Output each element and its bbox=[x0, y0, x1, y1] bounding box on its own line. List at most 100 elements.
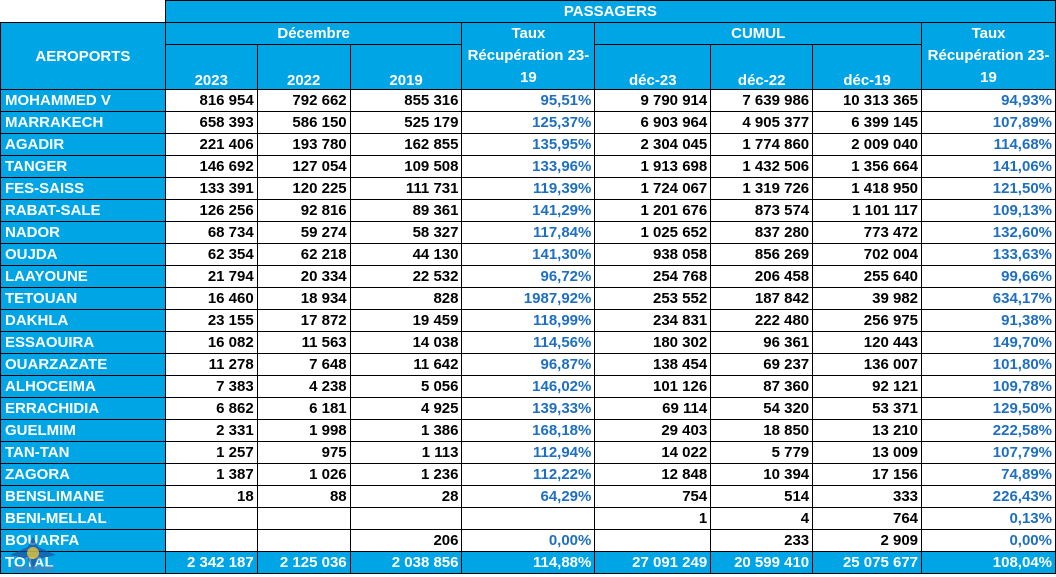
cumul-dec-23-cell: 29 403 bbox=[594, 419, 712, 442]
month-2019-cell: 5 056 bbox=[349, 375, 463, 398]
cumul-rate-cell: 108,04% bbox=[921, 551, 1056, 574]
month-2022-cell: 6 181 bbox=[256, 397, 351, 420]
month-rate-cell: 117,84% bbox=[461, 221, 596, 244]
blank-corner bbox=[0, 0, 166, 23]
cumul-dec-22-cell: 20 599 410 bbox=[710, 551, 814, 574]
cumul-dec-22-cell: 1 432 506 bbox=[710, 155, 814, 178]
month-2023-cell: 2 342 187 bbox=[164, 551, 258, 574]
airport-name: OUJDA bbox=[0, 243, 166, 266]
airport-name: LAAYOUNE bbox=[0, 265, 166, 288]
header-row-2: AEROPORTS Décembre Taux Récupération 23-… bbox=[0, 22, 1056, 90]
cumul-rate-cell: 74,89% bbox=[921, 463, 1056, 486]
cumul-dec-19-cell: 53 371 bbox=[812, 397, 923, 420]
month-rate-cell: 95,51% bbox=[461, 89, 596, 112]
month-2019-cell: 28 bbox=[349, 485, 463, 508]
cumul-dec-23-cell: 6 903 964 bbox=[594, 111, 712, 134]
cumul-dec-23-cell: 254 768 bbox=[594, 265, 712, 288]
cumul-rate-cell: 133,63% bbox=[921, 243, 1056, 266]
month-2023-cell: 1 257 bbox=[164, 441, 258, 464]
airport-name: BENI-MELLAL bbox=[0, 507, 166, 530]
month-group-header: Décembre bbox=[164, 22, 463, 45]
month-rate-cell: 0,00% bbox=[461, 529, 596, 552]
cumul-dec-22-cell: 1 319 726 bbox=[710, 177, 814, 200]
cumul-dec-22-cell: 856 269 bbox=[710, 243, 814, 266]
month-rate-cell: 146,02% bbox=[461, 375, 596, 398]
airport-name: MOHAMMED V bbox=[0, 89, 166, 112]
cumul-dec-22-cell: 54 320 bbox=[710, 397, 814, 420]
cumul-header-dec-22: déc-22 bbox=[710, 44, 814, 90]
airport-name: AGADIR bbox=[0, 133, 166, 156]
cumul-dec-19-cell: 13 009 bbox=[812, 441, 923, 464]
month-2019-cell: 1 386 bbox=[349, 419, 463, 442]
month-2022-cell: 1 026 bbox=[256, 463, 351, 486]
airport-name: ERRACHIDIA bbox=[0, 397, 166, 420]
cumul-rate-cell: 121,50% bbox=[921, 177, 1056, 200]
month-2022-cell: 7 648 bbox=[256, 353, 351, 376]
header-row-1: PASSAGERS bbox=[0, 0, 1056, 23]
month-2023-cell: 21 794 bbox=[164, 265, 258, 288]
table-row: TANGER 146 692 127 054 109 508 133,96% 1 913 … bbox=[0, 155, 1056, 178]
month-2019-cell: 4 925 bbox=[349, 397, 463, 420]
month-rate-cell bbox=[461, 507, 596, 530]
airport-name: TAN-TAN bbox=[0, 441, 166, 464]
cumul-dec-19-cell: 25 075 677 bbox=[812, 551, 923, 574]
month-2019-cell bbox=[349, 507, 463, 530]
cumul-rate-cell: 99,66% bbox=[921, 265, 1056, 288]
month-2019-cell: 1 236 bbox=[349, 463, 463, 486]
cumul-rate-cell: 109,13% bbox=[921, 199, 1056, 222]
airport-name: BENSLIMANE bbox=[0, 485, 166, 508]
cumul-rate-header: Taux Récupération 23-19 bbox=[921, 22, 1056, 90]
table-row: BENI-MELLAL 1 4 764 0,13% bbox=[0, 507, 1056, 530]
cumul-rate-cell: 634,17% bbox=[921, 287, 1056, 310]
month-2019-cell: 162 855 bbox=[349, 133, 463, 156]
cumul-dec-19-cell: 702 004 bbox=[812, 243, 923, 266]
table-row: BENSLIMANE 18 88 28 64,29% 754 514 333 226,43% bbox=[0, 485, 1056, 508]
month-2019-cell: 89 361 bbox=[349, 199, 463, 222]
cumul-dec-23-cell: 938 058 bbox=[594, 243, 712, 266]
airport-name: GUELMIM bbox=[0, 419, 166, 442]
cumul-dec-19-cell: 764 bbox=[812, 507, 923, 530]
cumul-dec-23-cell: 27 091 249 bbox=[594, 551, 712, 574]
cumul-dec-23-cell: 1 201 676 bbox=[594, 199, 712, 222]
month-2019-cell: 828 bbox=[349, 287, 463, 310]
cumul-dec-19-cell: 1 418 950 bbox=[812, 177, 923, 200]
month-rate-cell: 133,96% bbox=[461, 155, 596, 178]
cumul-dec-19-cell: 13 210 bbox=[812, 419, 923, 442]
month-2023-cell: 7 383 bbox=[164, 375, 258, 398]
cumul-dec-23-cell: 1 025 652 bbox=[594, 221, 712, 244]
month-2019-cell: 855 316 bbox=[349, 89, 463, 112]
cumul-dec-19-cell: 6 399 145 bbox=[812, 111, 923, 134]
month-rate-cell: 125,37% bbox=[461, 111, 596, 134]
cumul-dec-23-cell: 1 913 698 bbox=[594, 155, 712, 178]
month-rate-cell: 135,95% bbox=[461, 133, 596, 156]
month-2022-cell: 17 872 bbox=[256, 309, 351, 332]
table-row: DAKHLA 23 155 17 872 19 459 118,99% 234 831 22… bbox=[0, 309, 1056, 332]
month-2023-cell bbox=[164, 507, 258, 530]
cumul-dec-19-cell: 2 009 040 bbox=[812, 133, 923, 156]
cumul-dec-23-cell: 234 831 bbox=[594, 309, 712, 332]
cumul-dec-19-cell: 39 982 bbox=[812, 287, 923, 310]
cumul-dec-19-cell: 1 101 117 bbox=[812, 199, 923, 222]
cumul-rate-cell: 91,38% bbox=[921, 309, 1056, 332]
cumul-rate-cell: 226,43% bbox=[921, 485, 1056, 508]
cumul-dec-22-cell: 87 360 bbox=[710, 375, 814, 398]
cumul-dec-23-cell: 101 126 bbox=[594, 375, 712, 398]
month-2023-cell: 133 391 bbox=[164, 177, 258, 200]
month-2022-cell: 11 563 bbox=[256, 331, 351, 354]
month-2023-cell: 23 155 bbox=[164, 309, 258, 332]
cumul-rate-cell: 222,58% bbox=[921, 419, 1056, 442]
table-row: ALHOCEIMA 7 383 4 238 5 056 146,02% 101 126 87… bbox=[0, 375, 1056, 398]
month-rate-cell: 112,94% bbox=[461, 441, 596, 464]
table-row: MARRAKECH 658 393 586 150 525 179 125,37% 6 9… bbox=[0, 111, 1056, 134]
month-rate-cell: 119,39% bbox=[461, 177, 596, 200]
cumul-rate-cell: 114,68% bbox=[921, 133, 1056, 156]
airport-name: TANGER bbox=[0, 155, 166, 178]
table-row: AGADIR 221 406 193 780 162 855 135,95% 2 304 … bbox=[0, 133, 1056, 156]
airport-name: ESSAOUIRA bbox=[0, 331, 166, 354]
month-2022-cell: 1 998 bbox=[256, 419, 351, 442]
month-rate-header: Taux Récupération 23-19 bbox=[461, 22, 596, 90]
cumul-dec-19-cell: 10 313 365 bbox=[812, 89, 923, 112]
cumul-dec-22-cell: 5 779 bbox=[710, 441, 814, 464]
airport-authority-logo-icon bbox=[10, 537, 56, 571]
cumul-rate-cell: 101,80% bbox=[921, 353, 1056, 376]
